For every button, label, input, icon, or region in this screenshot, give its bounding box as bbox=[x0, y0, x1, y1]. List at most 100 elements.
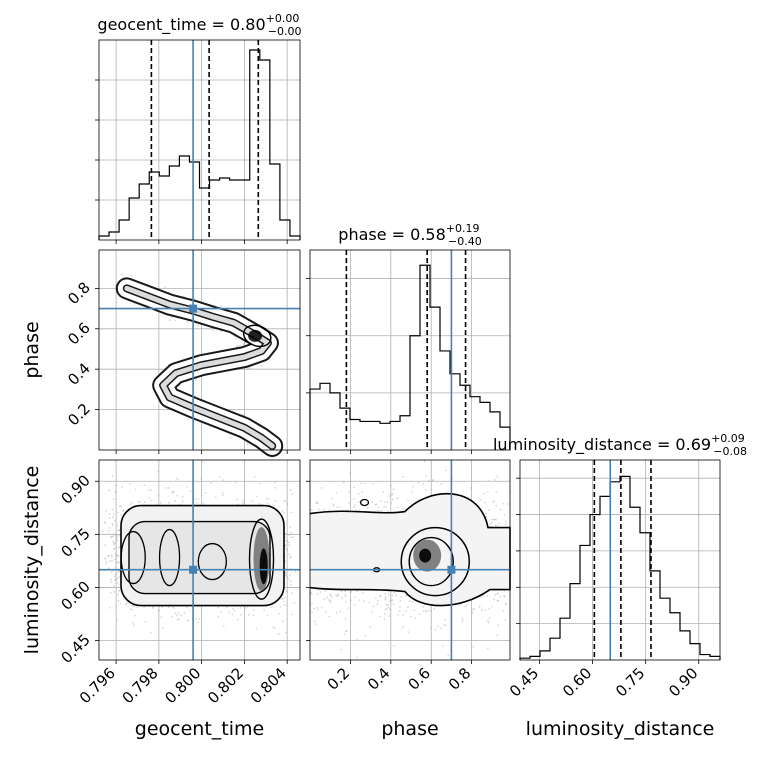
sample-point bbox=[115, 556, 117, 559]
sample-point bbox=[174, 500, 176, 502]
sample-point bbox=[131, 604, 133, 607]
histogram-luminosity_distance: luminosity_distance = 0.69+0.09 −0.08 bbox=[493, 432, 747, 664]
contour-line bbox=[120, 530, 146, 585]
sample-point bbox=[194, 498, 197, 500]
sample-point bbox=[445, 469, 447, 472]
sample-point bbox=[376, 603, 378, 605]
sample-point bbox=[286, 540, 288, 543]
sample-point bbox=[284, 631, 287, 634]
sample-point bbox=[432, 479, 434, 481]
sample-point bbox=[332, 503, 334, 505]
sample-point bbox=[172, 491, 174, 493]
histogram-title: geocent_time = 0.80+0.00 −0.00 bbox=[97, 12, 301, 38]
sample-point bbox=[491, 518, 493, 521]
sample-point bbox=[480, 596, 482, 599]
sample-point bbox=[110, 554, 113, 556]
truth-marker bbox=[189, 304, 198, 313]
sample-point bbox=[313, 607, 315, 610]
sample-point bbox=[111, 535, 114, 537]
histogram-geocent_time: geocent_time = 0.80+0.00 −0.00 bbox=[95, 12, 302, 244]
sample-point bbox=[115, 605, 117, 608]
sample-point bbox=[121, 486, 123, 488]
sample-point bbox=[320, 487, 323, 489]
sample-point bbox=[288, 541, 290, 544]
sample-point bbox=[161, 606, 164, 608]
sample-point bbox=[437, 625, 439, 628]
sample-point bbox=[108, 560, 111, 562]
panel-frame bbox=[98, 249, 301, 451]
sample-point bbox=[387, 590, 390, 593]
contour-line bbox=[248, 518, 275, 600]
sample-point bbox=[239, 344, 241, 347]
sample-point bbox=[443, 624, 445, 626]
sample-point bbox=[116, 529, 119, 532]
sample-point bbox=[235, 337, 237, 339]
sample-point bbox=[165, 487, 167, 489]
sample-point bbox=[343, 481, 345, 484]
sample-point bbox=[382, 491, 385, 493]
sample-point bbox=[105, 557, 107, 560]
sample-point bbox=[234, 481, 237, 484]
sample-point bbox=[251, 500, 254, 502]
sample-point bbox=[274, 500, 277, 502]
histogram-steps bbox=[519, 475, 721, 660]
x-tick-label: 0.800 bbox=[161, 664, 204, 707]
x-tick-label: 0.796 bbox=[76, 664, 119, 707]
sample-point bbox=[210, 482, 212, 484]
sample-point bbox=[496, 524, 499, 527]
sample-point bbox=[290, 613, 293, 616]
sample-point bbox=[195, 502, 198, 504]
sample-point bbox=[111, 475, 114, 477]
sample-point bbox=[460, 603, 462, 605]
sample-point bbox=[111, 571, 113, 573]
contour-panel-luminosity_distance-vs-geocent_time: 0.796 0.798 0.800 0.802 0.8040.450.600.750.9… bbox=[57, 459, 301, 707]
sample-point bbox=[116, 572, 118, 574]
sample-point bbox=[413, 609, 416, 611]
sample-point bbox=[112, 524, 114, 526]
x-axis-label: geocent_time bbox=[135, 718, 264, 740]
sample-point bbox=[364, 483, 366, 485]
sample-point bbox=[503, 513, 506, 516]
histogram-steps bbox=[309, 264, 511, 450]
sample-point bbox=[430, 627, 432, 629]
sample-point bbox=[111, 522, 114, 525]
sample-point bbox=[328, 615, 330, 618]
sample-point bbox=[472, 646, 475, 648]
sample-point bbox=[174, 319, 176, 322]
sample-point bbox=[391, 492, 393, 495]
x-tick-label: 0.802 bbox=[204, 664, 247, 707]
sample-point bbox=[151, 499, 153, 502]
sample-point bbox=[349, 472, 351, 474]
sample-point bbox=[335, 491, 338, 494]
sample-point bbox=[365, 501, 368, 504]
sample-point bbox=[387, 604, 389, 606]
sample-point bbox=[233, 335, 236, 337]
sample-point bbox=[268, 504, 271, 506]
sample-point bbox=[118, 589, 121, 592]
sample-point bbox=[488, 509, 490, 511]
contour-panel-phase-vs-geocent_time: 0.20.40.60.8 bbox=[64, 249, 301, 457]
sample-point bbox=[118, 534, 120, 537]
sample-point bbox=[239, 607, 242, 609]
sample-point bbox=[493, 500, 496, 502]
sample-point bbox=[434, 629, 437, 631]
x-tick-label: 0.45 bbox=[506, 664, 542, 700]
sample-point bbox=[160, 616, 163, 619]
sample-point bbox=[411, 485, 414, 488]
sample-point bbox=[290, 583, 292, 585]
sample-point bbox=[425, 475, 428, 478]
x-tick-label: 0.60 bbox=[559, 664, 595, 700]
sample-point bbox=[171, 606, 174, 608]
sample-point bbox=[335, 612, 338, 614]
sample-point bbox=[181, 500, 184, 503]
sample-point bbox=[223, 625, 225, 627]
sample-point bbox=[117, 562, 119, 564]
sample-point bbox=[265, 498, 268, 500]
sample-point bbox=[152, 607, 154, 609]
sample-point bbox=[377, 509, 379, 512]
sample-point bbox=[284, 500, 287, 502]
y-tick-label: 0.60 bbox=[57, 578, 93, 614]
sample-point bbox=[228, 611, 230, 614]
sample-point bbox=[323, 509, 325, 511]
sample-point bbox=[171, 492, 174, 494]
